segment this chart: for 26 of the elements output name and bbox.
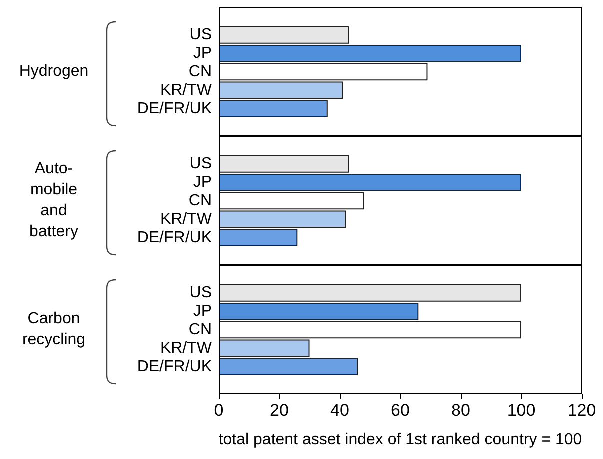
y-tick-label: JP: [193, 174, 212, 192]
y-axis-title: Carbon recycling: [22, 310, 86, 348]
y-tick-label: US: [190, 284, 212, 302]
y-tick-label: US: [190, 26, 212, 44]
x-tick-label: 80: [452, 401, 470, 420]
y-tick-label: JP: [193, 303, 212, 320]
y-axis-title: Hydrogen: [19, 63, 89, 80]
x-axis-title: total patent asset index of 1st ranked country = 100: [218, 432, 582, 448]
y-tick-label: CN: [188, 64, 212, 80]
y-tick-label: DE/FR/UK: [137, 100, 212, 118]
y-axis-title: Auto- mobile and battery: [30, 160, 78, 240]
y-tick-label: US: [190, 156, 212, 173]
x-tick-label: 100: [507, 401, 536, 420]
x-tick-label: 120: [568, 401, 596, 420]
y-tick-label: CN: [188, 322, 212, 338]
x-tick-label: 40: [330, 401, 350, 420]
y-tick-label: CN: [188, 192, 212, 210]
y-tick-label: DE/FR/UK: [137, 358, 212, 376]
y-tick-label: KR/TW: [160, 82, 213, 99]
x-tick-label: 0: [214, 401, 224, 420]
y-tick-label: JP: [193, 45, 212, 62]
y-tick-label: KR/TW: [160, 340, 213, 357]
y-tick-label: DE/FR/UK: [137, 229, 212, 246]
y-tick-label: KR/TW: [160, 210, 213, 228]
x-tick-label: 60: [391, 401, 410, 420]
x-tick-label: 20: [270, 401, 289, 420]
